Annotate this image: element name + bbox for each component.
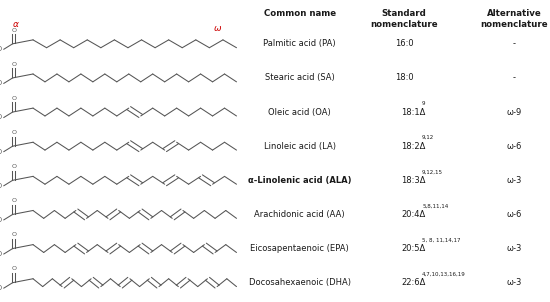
- Text: -: -: [513, 39, 516, 48]
- Text: Arachidonic acid (AA): Arachidonic acid (AA): [255, 210, 345, 219]
- Text: HO: HO: [0, 183, 2, 189]
- Text: -: -: [513, 73, 516, 82]
- Text: 16:0: 16:0: [395, 39, 414, 48]
- Text: ω-6: ω-6: [507, 142, 522, 151]
- Text: ω-9: ω-9: [507, 108, 522, 117]
- Text: ω: ω: [213, 24, 221, 33]
- Text: Common name: Common name: [263, 9, 336, 18]
- Text: Oleic acid (OA): Oleic acid (OA): [268, 108, 331, 117]
- Text: O: O: [11, 130, 16, 135]
- Text: O: O: [11, 62, 16, 67]
- Text: O: O: [11, 96, 16, 101]
- Text: Docosahexaenoic (DHA): Docosahexaenoic (DHA): [249, 278, 351, 287]
- Text: HO: HO: [0, 46, 2, 52]
- Text: O: O: [11, 232, 16, 237]
- Text: ω-3: ω-3: [507, 244, 522, 253]
- Text: 18:1Δ: 18:1Δ: [402, 108, 426, 117]
- Text: 5,8,11,14: 5,8,11,14: [422, 204, 448, 208]
- Text: O: O: [11, 266, 16, 271]
- Text: Alternative
nomenclature: Alternative nomenclature: [481, 9, 548, 29]
- Text: α: α: [13, 20, 18, 29]
- Text: Standard
nomenclature: Standard nomenclature: [371, 9, 438, 29]
- Text: 18:2Δ: 18:2Δ: [402, 142, 426, 151]
- Text: Linoleic acid (LA): Linoleic acid (LA): [264, 142, 336, 151]
- Text: 18:3Δ: 18:3Δ: [402, 176, 426, 185]
- Text: O: O: [11, 164, 16, 169]
- Text: HO: HO: [0, 285, 2, 291]
- Text: 5, 8, 11,14,17: 5, 8, 11,14,17: [422, 238, 461, 243]
- Text: 9,12: 9,12: [422, 135, 435, 140]
- Text: HO: HO: [0, 80, 2, 86]
- Text: Eicosapentaenoic (EPA): Eicosapentaenoic (EPA): [250, 244, 349, 253]
- Text: 22:6Δ: 22:6Δ: [402, 278, 426, 287]
- Text: Stearic acid (SA): Stearic acid (SA): [265, 73, 334, 82]
- Text: HO: HO: [0, 149, 2, 155]
- Text: ω-6: ω-6: [507, 210, 522, 219]
- Text: 4,7,10,13,16,19: 4,7,10,13,16,19: [422, 272, 466, 277]
- Text: 9,12,15: 9,12,15: [422, 169, 443, 174]
- Text: α-Linolenic acid (ALA): α-Linolenic acid (ALA): [248, 176, 351, 185]
- Text: 9: 9: [422, 101, 426, 106]
- Text: HO: HO: [0, 251, 2, 257]
- Text: 18:0: 18:0: [395, 73, 414, 82]
- Text: O: O: [11, 27, 16, 33]
- Text: 20:4Δ: 20:4Δ: [402, 210, 426, 219]
- Text: HO: HO: [0, 217, 2, 223]
- Text: ω-3: ω-3: [507, 278, 522, 287]
- Text: 20:5Δ: 20:5Δ: [402, 244, 426, 253]
- Text: HO: HO: [0, 114, 2, 120]
- Text: ω-3: ω-3: [507, 176, 522, 185]
- Text: O: O: [11, 198, 16, 203]
- Text: Palmitic acid (PA): Palmitic acid (PA): [263, 39, 336, 48]
